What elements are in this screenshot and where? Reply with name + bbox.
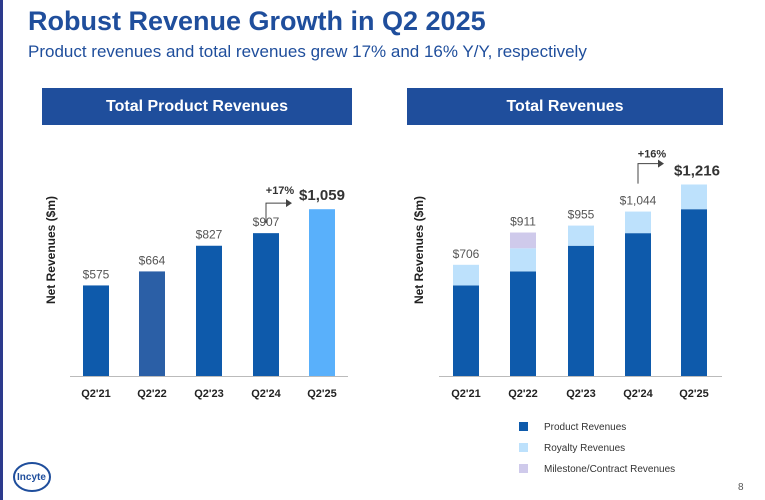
product-revenue-bar [196,245,222,376]
legend-label: Milestone/Contract Revenues [544,464,675,475]
product-revenue-bar [253,233,279,376]
total-revenues-chart-title: Total Revenues [506,97,624,115]
logo-icon [13,462,51,492]
total-chart-growth-arrow-line [637,163,658,184]
product-revenues-chart-header: Total Product Revenues [42,88,352,125]
product-revenue-value-label: $827 [196,228,223,242]
total-chart-x-tick-label: Q2'23 [566,388,596,400]
product-revenue-value-label: $664 [139,253,166,267]
product-chart-growth-arrow-line [265,202,286,224]
page-subtitle: Product revenues and total revenues grew… [28,42,587,61]
logo-wordmark: Incyte [17,472,46,483]
legend-label: Product Revenues [544,422,626,433]
total-growth-label: +16% [638,149,667,161]
product-revenue-segment [453,285,479,376]
product-revenue-segment [568,245,594,376]
legend-swatch [519,443,528,452]
product-revenue-bar [139,271,165,376]
product-revenue-segment [681,209,707,376]
total-revenue-value-label: $911 [510,215,536,229]
product-chart-x-tick-label: Q2'25 [307,388,337,400]
product-revenue-segment [510,271,536,376]
page-title: Robust Revenue Growth in Q2 2025 [28,6,486,36]
company-logo [12,460,52,494]
total-chart-y-axis-label: Net Revenues ($m) [412,196,426,304]
total-chart-x-tick-label: Q2'24 [623,388,653,400]
accent-bar [0,0,3,500]
product-chart-x-tick-label: Q2'23 [194,388,224,400]
product-growth-label: +17% [266,185,295,197]
total-chart-x-tick-label: Q2'22 [508,388,538,400]
royalty-revenue-segment [510,248,536,272]
royalty-revenue-segment [453,264,479,286]
product-revenue-value-label: $575 [83,267,110,281]
total-chart-x-tick-label: Q2'21 [451,388,481,400]
royalty-revenue-segment [568,225,594,246]
product-revenue-bar [83,285,109,376]
milestone-revenue-segment [510,232,536,249]
product-revenue-value-label: $1,059 [299,187,345,204]
total-chart-x-tick-label: Q2'25 [679,388,709,400]
total-revenue-value-label: $706 [453,247,480,261]
product-revenue-segment [625,233,651,376]
legend-swatch [519,464,528,473]
product-chart-x-tick-label: Q2'21 [81,388,111,400]
total-revenue-value-label: $1,216 [674,162,720,179]
legend-label: Royalty Revenues [544,443,625,454]
legend-swatch [519,422,528,431]
total-revenue-value-label: $1,044 [620,194,657,208]
total-revenue-value-label: $955 [568,208,595,222]
total-chart-growth-arrow-head [658,159,664,168]
product-chart-growth-arrow-head [286,199,292,208]
product-revenues-chart-title: Total Product Revenues [106,97,288,115]
total-revenues-chart-header: Total Revenues [407,88,723,125]
product-revenue-bar [309,209,335,376]
royalty-revenue-segment [681,184,707,210]
product-chart-y-axis-label: Net Revenues ($m) [44,196,58,304]
product-chart-x-tick-label: Q2'24 [251,388,281,400]
product-chart-x-tick-label: Q2'22 [137,388,167,400]
royalty-revenue-segment [625,211,651,234]
page-number: 8 [738,482,744,493]
